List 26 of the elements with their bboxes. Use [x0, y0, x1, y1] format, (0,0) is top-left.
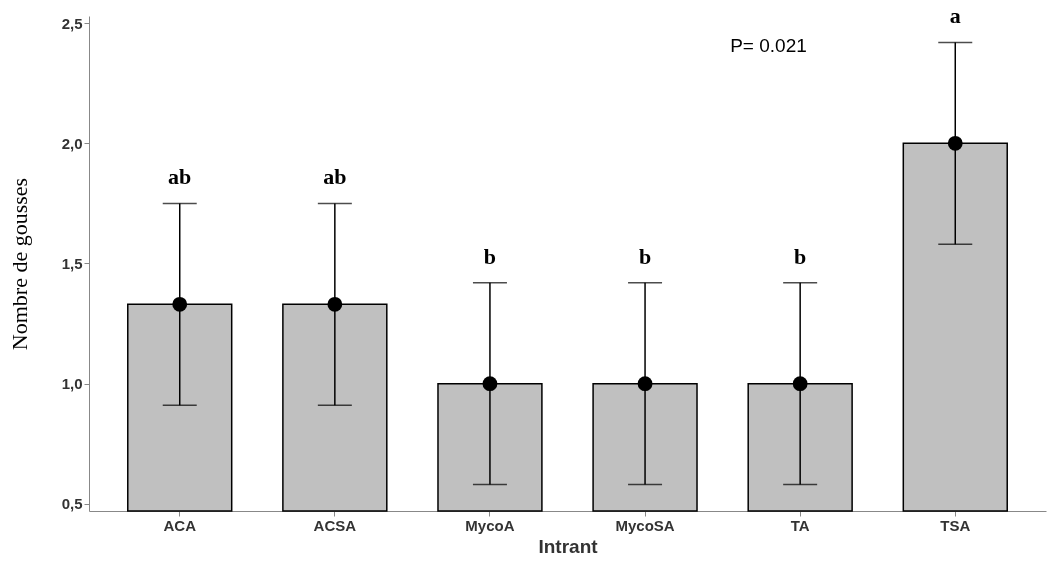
y-tick-label: 2,0: [61, 134, 83, 152]
point: [327, 296, 343, 312]
annotation: ab: [323, 164, 347, 190]
x-tick-label: ACSA: [313, 516, 357, 534]
point: [172, 296, 188, 312]
annotation: b: [483, 243, 497, 269]
y-tick-label: 0,5: [61, 495, 83, 513]
x-tick-label: MycoSA: [615, 516, 675, 534]
point: [637, 376, 653, 392]
x-tick-label: TA: [790, 516, 810, 534]
annotation: P= 0.021: [730, 35, 807, 56]
annotation: b: [638, 243, 652, 269]
y-axis-title: Nombre de gousses: [6, 177, 32, 351]
x-tick-label: MycoA: [465, 516, 515, 534]
point: [792, 376, 808, 392]
point: [482, 376, 498, 392]
annotation: ab: [168, 164, 192, 190]
point: [947, 135, 963, 151]
y-tick-label: 2,5: [61, 14, 83, 32]
y-tick-label: 1,5: [61, 255, 83, 272]
x-axis-title: Intrant: [538, 535, 599, 557]
x-tick-label: TSA: [940, 516, 971, 534]
annotation: b: [794, 243, 807, 269]
x-tick-label: ACA: [163, 516, 197, 534]
y-tick-label: 1,0: [61, 375, 83, 393]
annotation: a: [949, 3, 961, 29]
